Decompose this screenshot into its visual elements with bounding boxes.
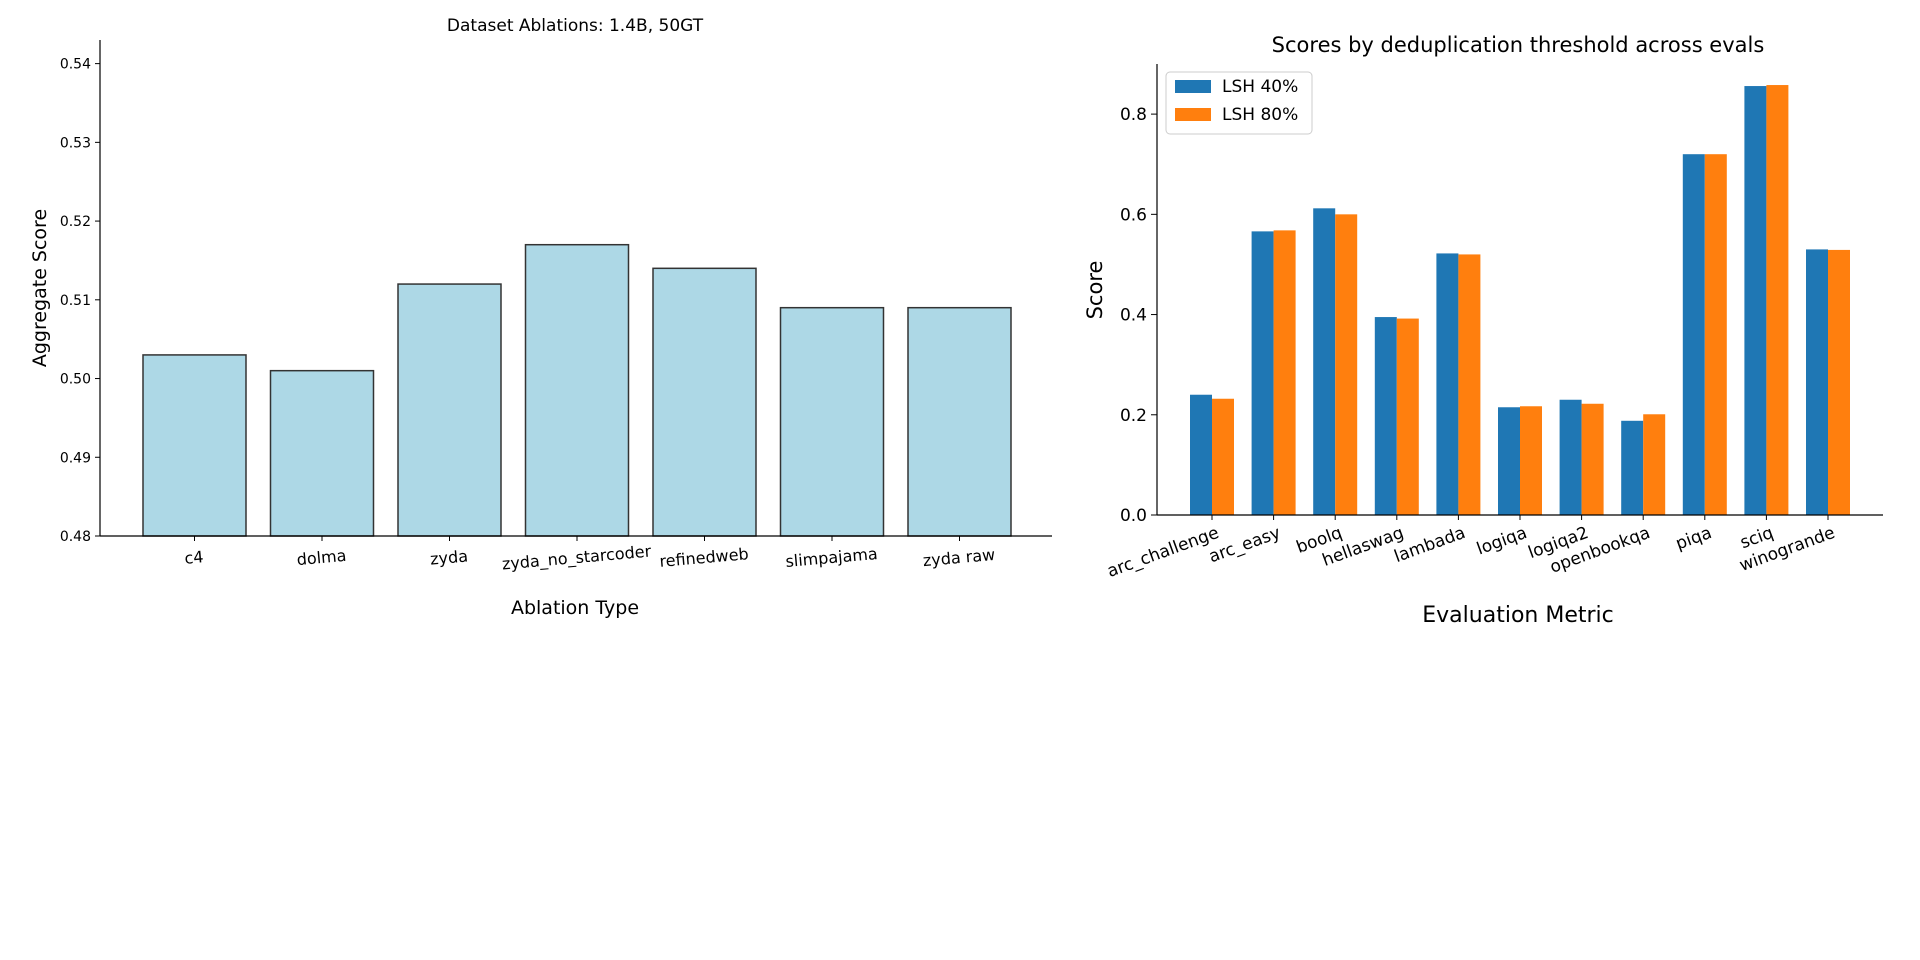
x-tick-label: arc_easy xyxy=(1206,523,1283,567)
x-axis-label: Evaluation Metric xyxy=(1422,603,1613,628)
bar-refinedweb xyxy=(652,267,757,537)
bar-sciq-series-2 xyxy=(1766,85,1789,516)
x-tick-label: zyda_no_starcoder xyxy=(501,542,652,575)
chart-title: Dataset Ablations: 1.4B, 50GT xyxy=(447,16,704,36)
bar-boolq-series-2 xyxy=(1335,214,1358,516)
y-tick-label: 0.50 xyxy=(60,372,91,388)
y-tick-label: 0.2 xyxy=(1120,406,1147,426)
y-tick-label: 0.51 xyxy=(60,293,91,309)
y-tick-label: 0.53 xyxy=(60,135,91,151)
bar-hellaswag-series-2 xyxy=(1396,318,1419,515)
x-tick-label: arc_challenge xyxy=(1105,523,1222,582)
dedup-threshold-chart: Scores by deduplication threshold across… xyxy=(1083,33,1883,628)
y-tick-label: 0.49 xyxy=(60,450,91,466)
bar-sciq-series-1 xyxy=(1744,86,1767,515)
bar-arc-challenge-series-2 xyxy=(1212,398,1234,515)
bar-winogrande-series-2 xyxy=(1828,249,1850,515)
bar-zyda-raw xyxy=(907,306,1012,537)
y-tick-label: 0.0 xyxy=(1120,506,1147,526)
dataset-ablations-chart: Dataset Ablations: 1.4B, 50GT Aggregate … xyxy=(29,16,1052,619)
bar-openbookqa-series-2 xyxy=(1643,414,1666,515)
bar-piqa-series-2 xyxy=(1704,154,1727,515)
x-axis-label: Ablation Type xyxy=(511,597,639,619)
x-tick-label: piqa xyxy=(1673,523,1714,554)
bar-openbookqa-series-1 xyxy=(1621,420,1644,515)
y-tick-label: 0.54 xyxy=(60,57,91,73)
bar-arc-easy-series-2 xyxy=(1273,230,1296,515)
y-tick-label: 0.48 xyxy=(60,529,91,545)
y-tick-label: 0.8 xyxy=(1120,105,1147,125)
bar-logiqa-series-1 xyxy=(1498,407,1520,515)
bar-arc-easy-series-1 xyxy=(1251,231,1274,516)
legend: LSH 40% LSH 80% xyxy=(1165,71,1313,135)
bar-arc-challenge-series-1 xyxy=(1190,394,1212,515)
bar-lambada-series-1 xyxy=(1436,253,1459,516)
x-tick-label: dolma xyxy=(296,546,347,569)
bar-logiqa-series-2 xyxy=(1520,406,1542,515)
x-tick-label: logiqa xyxy=(1474,523,1530,560)
x-tick-label: refinedweb xyxy=(659,544,750,571)
bar-winogrande-series-1 xyxy=(1806,249,1828,515)
chart-title: Scores by deduplication threshold across… xyxy=(1272,33,1765,57)
y-axis-label: Score xyxy=(1083,261,1107,320)
x-tick-label: c4 xyxy=(184,547,205,568)
x-tick-label: zyda raw xyxy=(922,545,996,570)
y-tick-label: 0.4 xyxy=(1120,306,1147,326)
y-tick-label: 0.52 xyxy=(60,214,91,230)
bar-lambada-series-2 xyxy=(1458,254,1481,515)
x-tick-label: slimpajama xyxy=(785,544,879,571)
x-tick-label: zyda xyxy=(429,546,468,568)
legend-label: LSH 80% xyxy=(1222,105,1298,125)
bar-logiqa2-series-1 xyxy=(1559,399,1582,515)
bar-dolma xyxy=(269,369,375,537)
bar-logiqa2-series-2 xyxy=(1581,403,1604,515)
bar-piqa-series-1 xyxy=(1682,154,1705,515)
y-tick-label: 0.6 xyxy=(1120,205,1147,225)
bar-slimpajama xyxy=(779,306,885,537)
legend-swatch xyxy=(1175,80,1211,93)
x-tick-label: lambada xyxy=(1392,523,1468,567)
bar-boolq-series-1 xyxy=(1313,208,1336,515)
legend-swatch xyxy=(1175,108,1211,121)
y-axis-label: Aggregate Score xyxy=(29,209,51,367)
bar-zyda xyxy=(397,283,502,537)
bar-zyda-no-starcoder xyxy=(524,243,630,537)
legend-label: LSH 40% xyxy=(1222,77,1298,97)
bar-c4 xyxy=(142,354,247,537)
bar-hellaswag-series-1 xyxy=(1374,317,1397,515)
